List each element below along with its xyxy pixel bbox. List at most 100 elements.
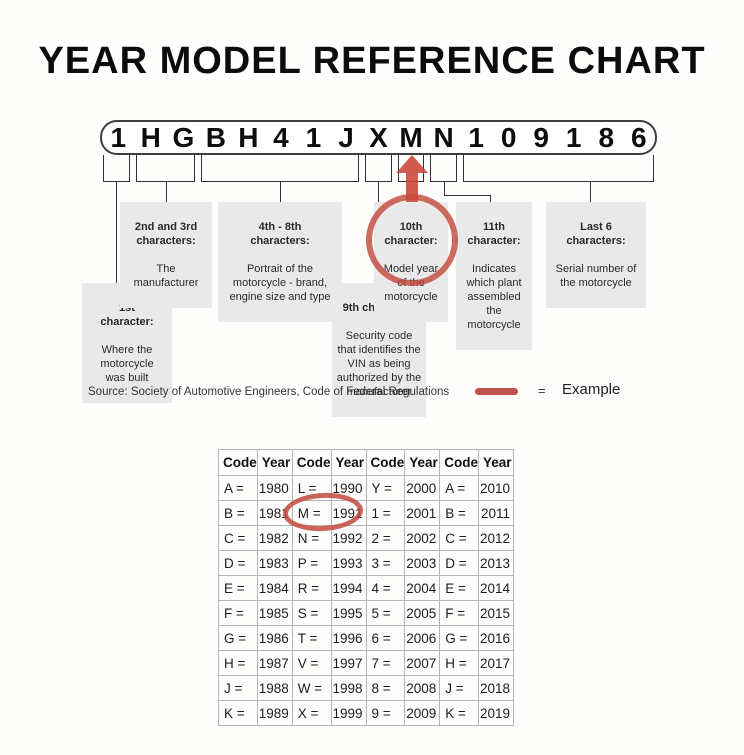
table-header-cell: Code (218, 449, 258, 476)
stem-char-1 (116, 182, 117, 283)
year-cell: 2003 (404, 550, 441, 576)
year-cell: 1999 (330, 700, 367, 726)
year-cell: 1993 (330, 550, 367, 576)
code-cell: 3 = (365, 550, 406, 576)
code-cell: 1 = (365, 500, 406, 526)
table-header-cell: Code (439, 449, 479, 476)
table-header-cell: Year (256, 449, 293, 476)
code-cell: 4 = (365, 575, 406, 601)
table-header-cell: Year (330, 449, 367, 476)
year-cell: 2002 (404, 525, 441, 551)
vin-character: 1 (468, 122, 484, 153)
stem-char-11-b (490, 195, 491, 203)
year-cell: 1982 (256, 525, 293, 551)
year-cell: 2009 (404, 700, 441, 726)
stem-chars-2-3 (166, 182, 167, 202)
vin-character: H (238, 122, 259, 153)
bracket-last-6 (463, 155, 654, 182)
vin-character: 1 (305, 122, 322, 153)
year-cell: 1996 (330, 625, 367, 651)
table-header-cell: Year (478, 449, 514, 476)
table-row: G = 1986 T = 1996 6 = 2006 G = 2016 (218, 625, 514, 651)
code-cell: H = (439, 650, 479, 676)
vin-character: 1 (110, 122, 127, 153)
code-cell: F = (439, 600, 479, 626)
code-cell: H = (218, 650, 258, 676)
bracket-chars-2-3 (136, 155, 195, 182)
year-cell: 1987 (256, 650, 293, 676)
code-cell: D = (218, 550, 258, 576)
callout-heading: 4th - 8th characters: (250, 221, 310, 247)
example-arrow-icon (396, 155, 428, 202)
bracket-char-11 (430, 155, 457, 182)
code-cell: 9 = (365, 700, 406, 726)
code-cell: K = (439, 700, 479, 726)
code-cell: B = (439, 500, 479, 526)
callout-2nd-3rd-characters: 2nd and 3rd characters: The manufacturer (120, 202, 212, 308)
code-cell: E = (218, 575, 258, 601)
callout-4th-8th-characters: 4th - 8th characters: Portrait of the mo… (218, 202, 342, 322)
example-label: Example (562, 381, 621, 398)
year-cell: 1998 (330, 675, 367, 701)
year-code-table: Code Year Code Year Code Year Code Year A = 1980… (218, 449, 514, 726)
callout-body: Where the motorcycle was built (100, 344, 154, 384)
code-cell: C = (218, 525, 258, 551)
code-cell: T = (291, 625, 332, 651)
vin-character: 8 (598, 122, 615, 153)
year-cell: 2012 (478, 525, 514, 551)
year-cell: 1983 (256, 550, 293, 576)
stem-char-11-jog (444, 195, 490, 196)
year-code-table-header: Code Year Code Year Code Year Code Year (218, 449, 514, 476)
table-row: H = 1987 V = 1997 7 = 2007 H = 2017 (218, 650, 514, 676)
code-cell: 5 = (365, 600, 406, 626)
code-cell: F = (218, 600, 258, 626)
vin-character: 4 (273, 122, 289, 153)
code-cell: V = (291, 650, 332, 676)
year-cell: 1995 (330, 600, 367, 626)
table-row: J = 1988 W = 1998 8 = 2008 J = 2018 (218, 675, 514, 701)
code-cell: J = (218, 675, 258, 701)
callout-11th-character: 11th character: Indicates which plant as… (456, 202, 532, 350)
year-cell: 1988 (256, 675, 293, 701)
stem-char-11-a (444, 182, 445, 195)
year-cell: 1994 (330, 575, 367, 601)
code-cell: 8 = (365, 675, 406, 701)
bracket-char-1 (103, 155, 130, 182)
vin-character: 0 (500, 122, 517, 153)
year-cell: 2016 (478, 625, 514, 651)
year-cell: 2008 (404, 675, 441, 701)
example-line-icon (475, 388, 518, 395)
year-cell: 2019 (478, 700, 514, 726)
table-row: B = 1981 M = 1991 1 = 2001 B = 2011 (218, 500, 514, 526)
code-cell: L = (291, 475, 332, 501)
equals-label: = (538, 383, 546, 398)
bracket-chars-4-8 (201, 155, 359, 182)
vin-character: 9 (533, 122, 549, 153)
year-cell: 1980 (256, 475, 293, 501)
year-cell: 2006 (404, 625, 441, 651)
code-cell: S = (291, 600, 332, 626)
code-cell: W = (291, 675, 332, 701)
example-circle-annotation (366, 194, 458, 286)
bracket-char-9 (365, 155, 392, 182)
year-cell: 1986 (256, 625, 293, 651)
year-cell: 2017 (478, 650, 514, 676)
stem-chars-4-8 (280, 182, 281, 202)
vin-character: J (338, 122, 354, 153)
code-cell: X = (291, 700, 332, 726)
code-cell: G = (218, 625, 258, 651)
vin-character: X (369, 122, 388, 153)
callout-last-6-characters: Last 6 characters: Serial number of the … (546, 202, 646, 308)
table-row: E = 1984 R = 1994 4 = 2004 E = 2014 (218, 575, 514, 601)
callout-heading: Last 6 characters: (566, 221, 626, 247)
callout-body: Security code that identifies the VIN as… (336, 330, 422, 398)
vin-character: H (140, 122, 161, 153)
code-cell: D = (439, 550, 479, 576)
year-cell: 2011 (478, 500, 514, 526)
code-cell: 6 = (365, 625, 406, 651)
table-row: C = 1982 N = 1992 2 = 2002 C = 2012 (218, 525, 514, 551)
code-cell: E = (439, 575, 479, 601)
